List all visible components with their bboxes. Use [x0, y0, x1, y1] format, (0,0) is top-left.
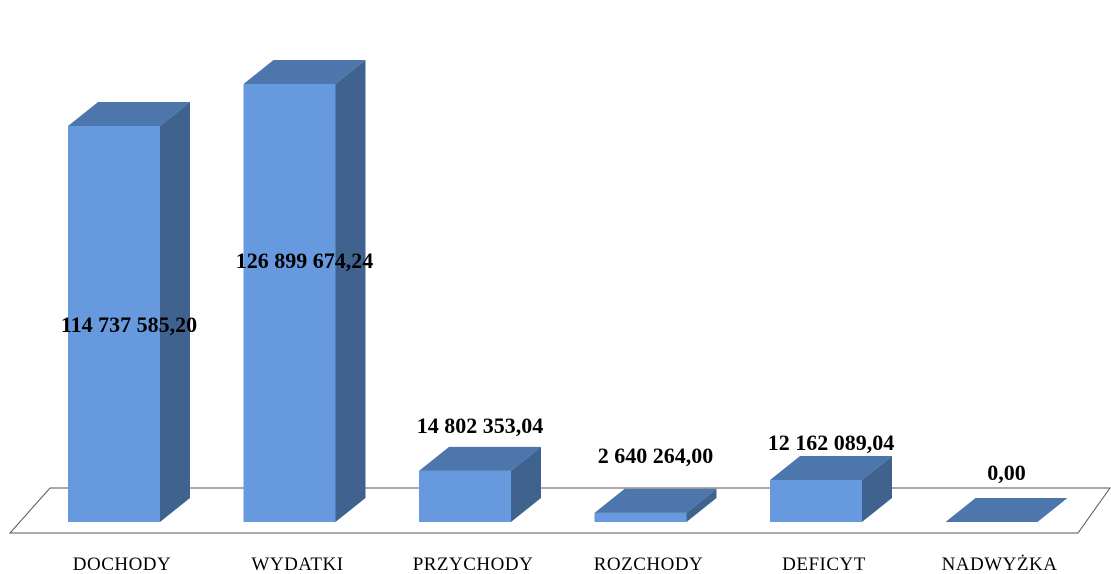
category-label-dochody: DOCHODY — [73, 554, 172, 574]
bar-top — [243, 60, 366, 84]
bar-top — [419, 446, 541, 471]
bar-front — [68, 125, 160, 523]
category-label-deficyt: DEFICYT — [782, 554, 866, 574]
bar-side — [160, 101, 190, 523]
value-label-deficyt: 12 162 089,04 — [768, 430, 895, 455]
value-labels-group: 114 737 585,20 126 899 674,24 14 802 353,0… — [61, 248, 1026, 485]
bar-front — [770, 480, 862, 522]
value-label-wydatki: 126 899 674,24 — [236, 248, 374, 273]
bar-side — [862, 456, 892, 522]
bar-front — [594, 512, 687, 522]
bars-group — [68, 60, 1068, 523]
bar-dochody — [68, 101, 190, 523]
value-label-nadwyżka: 0,00 — [987, 460, 1026, 485]
bar-front — [243, 84, 336, 522]
bar-side — [335, 60, 366, 522]
value-label-dochody: 114 737 585,20 — [61, 312, 197, 337]
category-label-wydatki: WYDATKI — [251, 554, 343, 574]
bar-side — [686, 488, 717, 522]
category-labels-group: DOCHODY WYDATKI PRZYCHODY ROZCHODY DEFICYT NA… — [73, 554, 1058, 574]
bar-top — [594, 488, 717, 513]
bar-side — [511, 446, 541, 522]
category-label-nadwyżka: NADWYŻKA — [942, 554, 1058, 574]
bar-nadwyżka — [945, 498, 1068, 522]
value-label-rozchody: 2 640 264,00 — [598, 443, 714, 468]
value-label-przychody: 14 802 353,04 — [417, 413, 544, 438]
category-label-rozchody: ROZCHODY — [594, 554, 704, 574]
bar-wydatki — [243, 60, 366, 522]
bar-przychody — [419, 446, 541, 522]
category-label-przychody: PRZYCHODY — [413, 554, 534, 574]
bar-rozchody — [594, 488, 717, 522]
bar-top — [770, 456, 892, 481]
bar-front — [419, 470, 511, 522]
bar-deficyt — [770, 456, 892, 522]
bar-top — [945, 498, 1068, 522]
bar-top — [68, 101, 190, 126]
